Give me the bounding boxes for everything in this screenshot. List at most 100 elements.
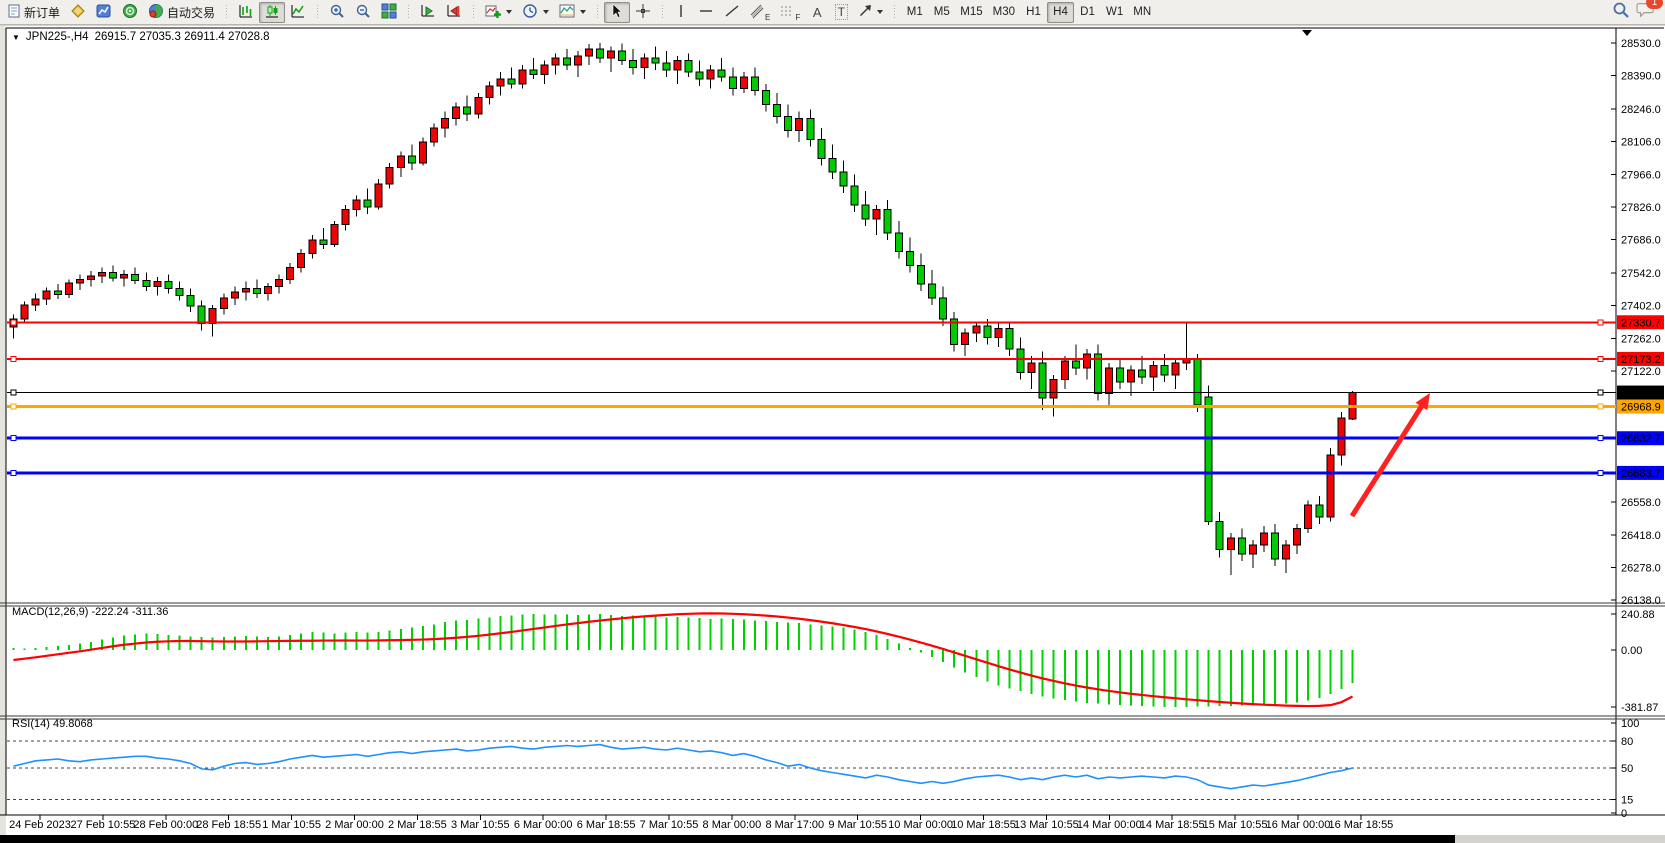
crosshair-button[interactable] [630,2,656,23]
candle-up [573,55,582,66]
svg-text:26138.0: 26138.0 [1621,595,1661,607]
candle-up [264,285,273,294]
arrows-dropdown-caret[interactable] [877,10,884,14]
chart-line-button[interactable] [285,2,311,23]
timeframe-m1-button[interactable]: M1 [901,2,928,23]
timeframe-h1-button[interactable]: H1 [1020,2,1047,23]
candle-down [905,250,914,266]
rsi-panel: 100 80 50 150 [7,718,1639,820]
candle-up [1226,537,1235,550]
timeframe-m5-button[interactable]: M5 [928,2,955,23]
candle-up [673,59,682,71]
timeframe-m30-button[interactable]: M30 [988,2,1020,23]
one-click-trading-icon[interactable]: ▼ [12,32,20,42]
line-handle [10,435,17,442]
equidistant-channel-button[interactable]: E [745,2,775,23]
candle-down [1315,504,1324,518]
timeframe-label: M30 [992,6,1016,18]
price-axis-labels: 28530.0 28390.0 28246.0 28106.0 27966.0 27826… [1611,38,1661,607]
candle-up [374,183,383,208]
templates-dropdown-caret[interactable] [580,10,587,14]
periods-button[interactable] [517,2,554,23]
label-tool-button[interactable]: T [829,2,853,23]
candle-up [241,288,250,293]
price-chart-canvas[interactable]: 27330.7 27173.2 27028.8 26968.9 26832.7 26683… [0,26,1665,835]
new-order-button[interactable]: 新订单 [3,2,65,23]
horizontal-line-26683.7[interactable]: 26683.7 [7,465,1664,480]
arrows-tool-button[interactable] [853,2,888,23]
price-tag-label: 26968.9 [1621,402,1661,414]
timeframe-w1-button[interactable]: W1 [1101,2,1128,23]
notifications-button[interactable]: 1 [1636,0,1663,24]
candle-up [607,50,616,59]
notification-badge: 1 [1646,0,1663,9]
candle-down [407,155,416,164]
timeframe-h4-button[interactable]: H4 [1047,1,1075,23]
chart-shift-button[interactable] [441,2,467,23]
svg-text:10 Mar 00:00: 10 Mar 00:00 [888,819,953,831]
channel-icon [750,3,764,22]
autotrading-button[interactable]: 自动交易 [143,2,220,23]
trend-arrow-annotation[interactable] [1349,393,1430,518]
indicators-dropdown-caret[interactable] [506,10,513,14]
periods-dropdown-caret[interactable] [543,10,550,14]
candle-down [463,106,472,115]
horizontal-line-button[interactable] [693,2,719,23]
cursor-button[interactable] [604,1,631,23]
svg-text:27686.0: 27686.0 [1621,235,1661,247]
horizontal-line-27173.2[interactable]: 27173.2 [7,351,1664,366]
fibonacci-button[interactable]: F [775,2,805,23]
macd-indicator-label: MACD(12,26,9) -222.24 -311.36 [12,606,169,618]
timeframe-d1-button[interactable]: D1 [1074,2,1101,23]
fibonacci-sub-label: F [795,12,801,22]
horizontal-line-27330.7[interactable]: 27330.7 [7,315,1664,330]
toolbar-grip [659,2,667,22]
tile-windows-button[interactable] [376,2,402,23]
chart-bars-button[interactable] [233,2,259,23]
text-tool-button[interactable]: A [805,2,829,23]
candle-down [53,290,62,295]
svg-text:26418.0: 26418.0 [1621,530,1661,542]
horizontal-line-26968.9[interactable]: 26968.9 [7,399,1664,414]
svg-text:27262.0: 27262.0 [1621,333,1661,345]
candle-down [983,325,992,339]
svg-text:1 Mar 10:55: 1 Mar 10:55 [262,819,321,831]
chart-candles-button[interactable] [259,1,286,23]
svg-text:13 Mar 10:55: 13 Mar 10:55 [1014,819,1079,831]
price-tag [1617,465,1664,480]
indicators-button[interactable] [480,2,517,23]
templates-button[interactable] [554,2,591,23]
svg-text:240.88: 240.88 [1621,609,1655,621]
candle-up [86,275,95,280]
candle-up [1293,528,1302,546]
data-window-button[interactable] [91,2,117,23]
candle-down [916,264,925,285]
candlestick-chart-icon [264,3,280,22]
timeframe-mn-button[interactable]: MN [1128,2,1156,23]
timeframe-m15-button[interactable]: M15 [955,2,987,23]
candle-down [728,76,737,89]
candle-up [219,297,228,309]
candle-up [153,281,162,287]
search-icon[interactable] [1612,1,1630,24]
rsi-indicator-label: RSI(14) 49.8068 [12,718,93,730]
candle-down [186,295,195,307]
horizontal-line-27028.8[interactable]: 27028.8 [7,385,1664,400]
horizontal-line-26832.7[interactable]: 26832.7 [7,431,1664,446]
auto-scroll-button[interactable] [415,2,441,23]
candle-down [939,297,948,320]
line-handle [1597,389,1604,396]
candle-up [396,155,405,169]
candle-down [651,57,660,64]
svg-text:27402.0: 27402.0 [1621,301,1661,313]
vertical-line-button[interactable] [669,2,693,23]
navigator-button[interactable] [117,2,143,23]
trendline-button[interactable] [719,2,745,23]
candle-up [739,76,748,89]
zoom-out-button[interactable] [350,2,376,23]
price-tag-label: 27028.8 [1621,388,1661,400]
market-watch-button[interactable] [65,2,91,23]
toolbar-grip [405,2,413,22]
zoom-in-button[interactable] [324,2,350,23]
svg-text:2 Mar 18:55: 2 Mar 18:55 [388,819,447,831]
